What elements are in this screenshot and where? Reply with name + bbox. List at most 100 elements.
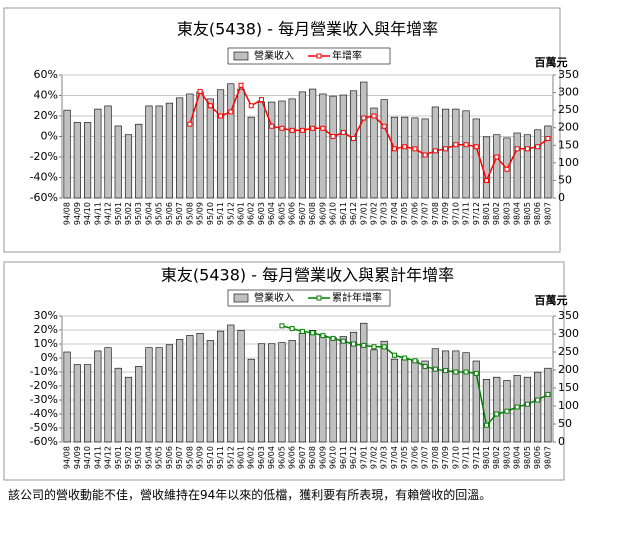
- y2-tick-label: 250: [558, 345, 579, 358]
- x-tick-label: 95/04: [144, 446, 153, 469]
- bar: [237, 330, 245, 443]
- line-marker: [197, 88, 203, 94]
- y-tick-label: -40%: [30, 171, 58, 184]
- x-tick-label: 98/07: [543, 202, 552, 225]
- line-marker: [269, 123, 275, 129]
- y2-tick-label: 50: [558, 417, 572, 430]
- line-marker: [371, 113, 377, 119]
- line-marker: [514, 404, 520, 410]
- x-tick-label: 96/03: [257, 202, 266, 225]
- x-tick-label: 95/10: [206, 446, 215, 469]
- bar: [247, 358, 255, 443]
- x-tick-label: 97/09: [441, 202, 450, 225]
- line-marker: [412, 146, 418, 152]
- line-marker: [412, 358, 418, 364]
- x-tick-label: 95/12: [226, 446, 235, 469]
- line-marker: [258, 97, 264, 103]
- x-tick-label: 96/09: [318, 202, 327, 225]
- bar: [452, 108, 460, 199]
- x-tick-label: 97/05: [400, 446, 409, 469]
- bar: [63, 351, 71, 443]
- line-marker: [391, 352, 397, 358]
- x-tick-label: 95/03: [134, 202, 143, 225]
- line-marker: [484, 422, 490, 428]
- x-tick-label: 96/12: [349, 202, 358, 225]
- bar: [544, 125, 552, 199]
- line-marker: [402, 355, 408, 361]
- bar: [482, 136, 491, 199]
- y-tick-label: 20%: [34, 323, 58, 336]
- bar: [298, 332, 306, 443]
- x-tick-label: 94/08: [63, 202, 72, 225]
- bar: [73, 364, 81, 443]
- bar: [94, 108, 102, 199]
- x-tick-label: 98/06: [533, 446, 542, 469]
- line-marker: [238, 82, 244, 88]
- line-marker: [330, 335, 336, 341]
- bar: [339, 94, 347, 199]
- bar: [452, 350, 460, 443]
- line-marker: [432, 148, 438, 154]
- x-tick-label: 96/04: [267, 202, 276, 225]
- bar: [227, 83, 235, 199]
- x-tick-label: 95/06: [165, 202, 174, 225]
- bar: [216, 330, 225, 443]
- bar: [73, 122, 81, 199]
- line-marker: [279, 125, 285, 131]
- x-tick-label: 97/10: [451, 446, 460, 469]
- bar: [319, 335, 327, 443]
- bar: [155, 105, 163, 199]
- bar: [257, 343, 266, 443]
- line-marker: [310, 330, 316, 336]
- legend-label: 年增率: [332, 49, 362, 62]
- x-tick-label: 96/10: [329, 446, 338, 469]
- x-tick-label: 94/12: [104, 202, 113, 225]
- bar: [176, 339, 184, 443]
- x-tick-label: 97/02: [369, 446, 378, 469]
- x-tick-label: 95/05: [155, 446, 164, 469]
- bar: [534, 129, 542, 199]
- bar: [145, 347, 153, 443]
- x-tick-label: 98/02: [492, 202, 501, 225]
- line-marker: [422, 363, 428, 369]
- bar: [268, 343, 276, 443]
- bar: [268, 101, 276, 199]
- x-tick-label: 97/04: [390, 446, 399, 469]
- line-marker: [320, 333, 326, 339]
- bar: [63, 109, 71, 199]
- x-tick-label: 97/05: [400, 202, 409, 225]
- x-tick-label: 97/06: [410, 446, 419, 469]
- y2-tick-label: 0: [558, 435, 565, 448]
- line: [189, 83, 549, 183]
- x-tick-label: 95/03: [134, 446, 143, 469]
- x-tick-label: 95/01: [114, 446, 123, 469]
- x-tick-label: 96/08: [308, 446, 317, 469]
- bar: [534, 371, 542, 443]
- y-tick-label: -40%: [30, 407, 58, 420]
- bar: [94, 350, 102, 443]
- line-marker: [248, 103, 254, 109]
- line-marker: [514, 146, 520, 152]
- line-marker: [340, 338, 346, 344]
- line-marker: [443, 368, 449, 374]
- bar: [411, 359, 419, 443]
- bar: [493, 134, 501, 199]
- line-marker: [545, 136, 551, 142]
- line-marker: [443, 146, 449, 152]
- line-marker: [299, 328, 305, 334]
- y-tick-label: -60%: [30, 435, 58, 448]
- line-marker: [473, 370, 479, 376]
- bar: [124, 134, 133, 199]
- x-tick-label: 98/02: [492, 446, 501, 469]
- bar: [401, 116, 409, 199]
- bar: [370, 349, 378, 443]
- line-marker: [381, 344, 387, 350]
- line-marker: [218, 113, 224, 119]
- bar: [186, 93, 194, 199]
- x-tick-label: 98/06: [533, 202, 542, 225]
- legend-label: 累計年增率: [332, 291, 382, 304]
- bar: [523, 134, 532, 199]
- line-marker: [473, 144, 479, 150]
- bar: [339, 336, 347, 443]
- y2-tick-label: 300: [558, 327, 579, 340]
